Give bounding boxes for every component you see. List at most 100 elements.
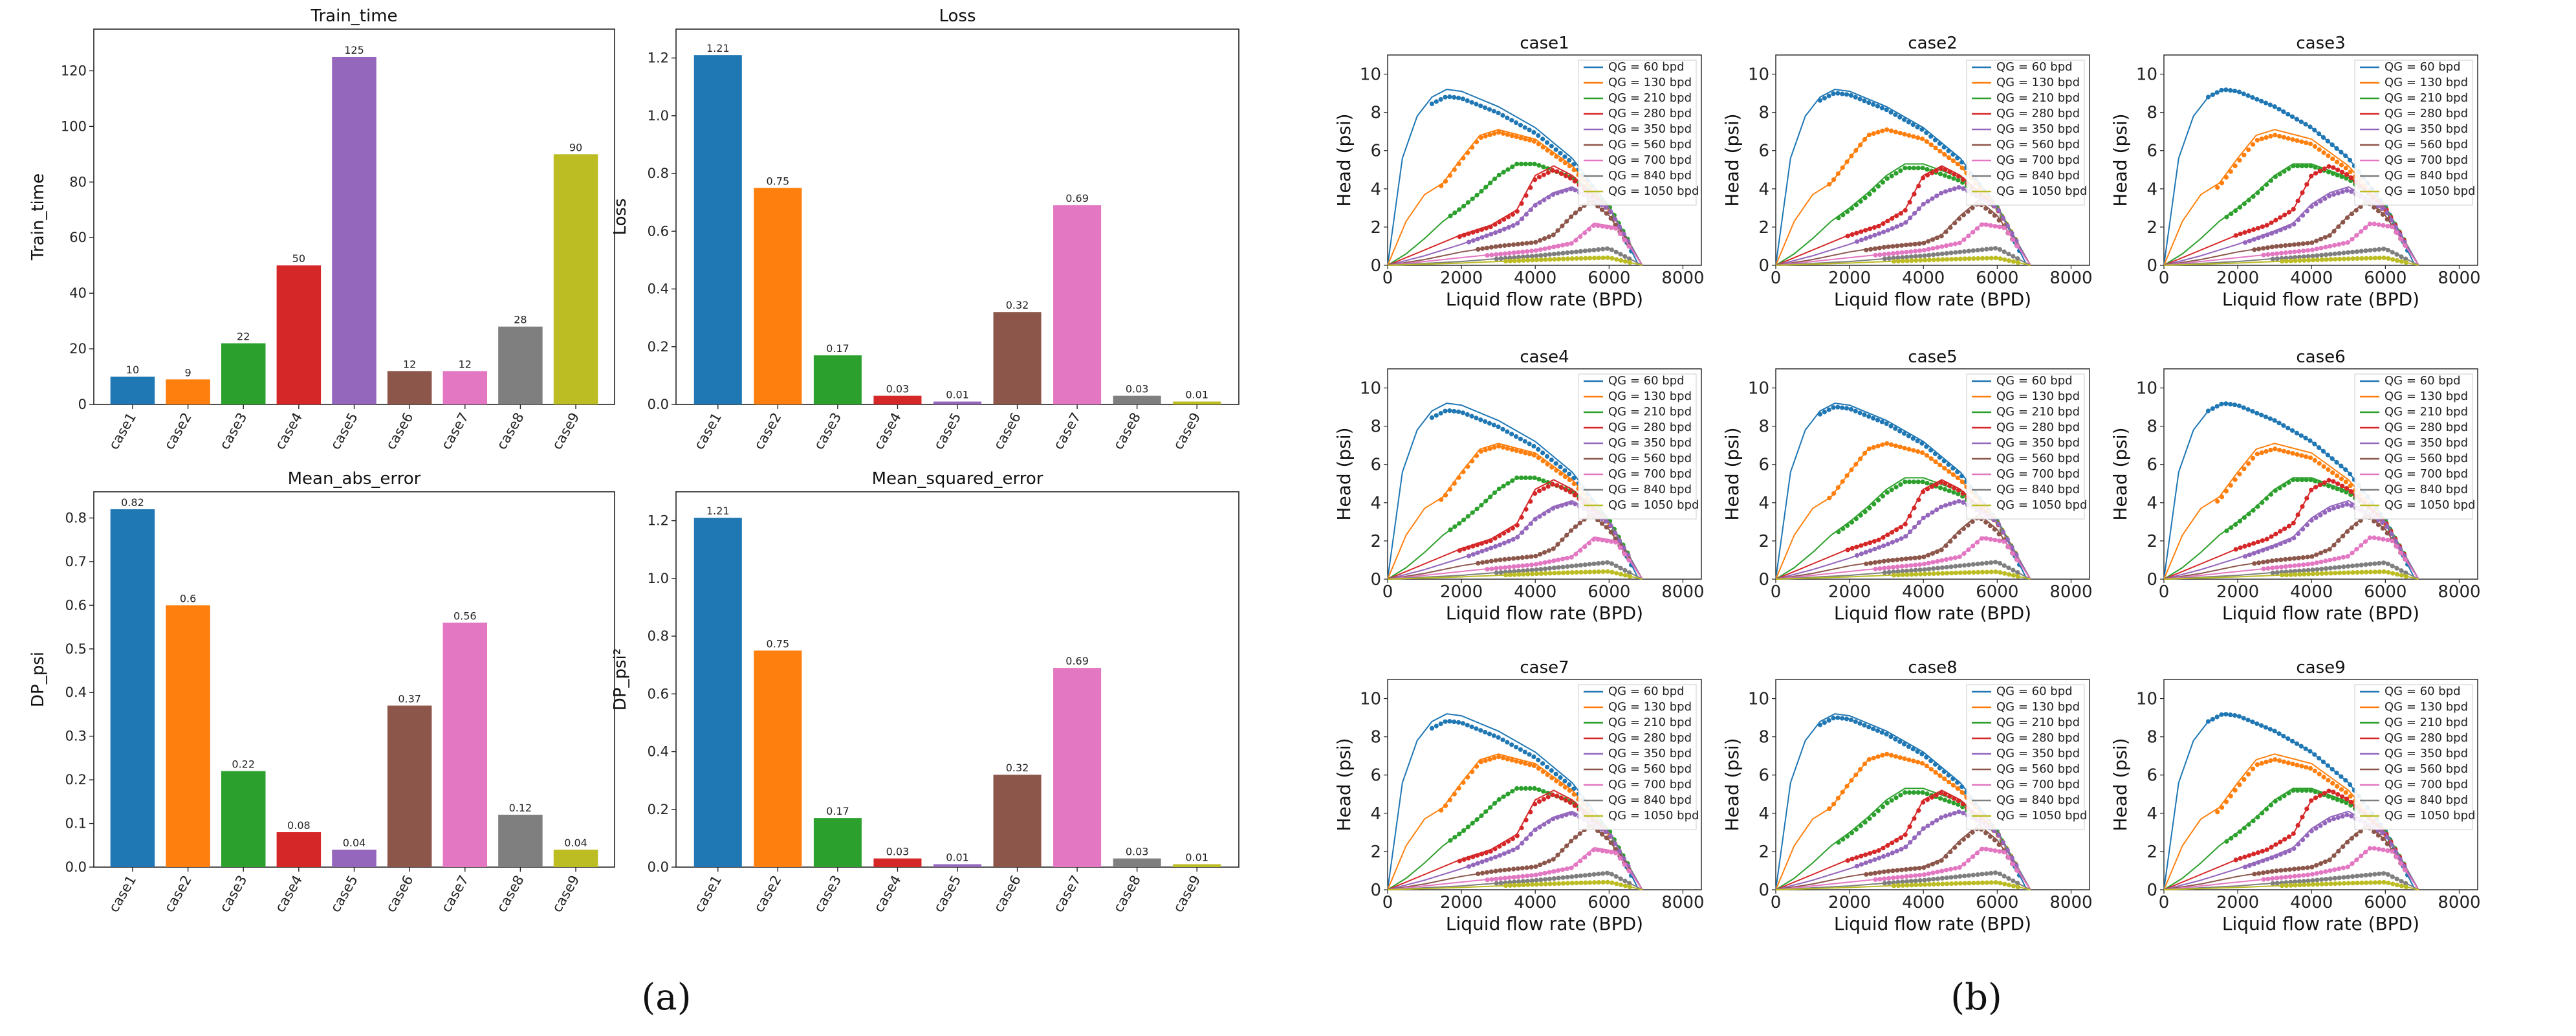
series-marker-1 <box>1906 744 1912 749</box>
series-marker-6 <box>2372 204 2377 210</box>
series-marker-6 <box>1529 240 1534 245</box>
series-marker-9 <box>1976 569 1981 575</box>
series-marker-7 <box>1917 872 1923 878</box>
series-marker-3 <box>1505 791 1511 797</box>
series-marker-3 <box>1541 789 1546 794</box>
series-marker-7 <box>2381 223 2386 228</box>
series-marker-3 <box>1872 188 1877 193</box>
series-marker-7 <box>1525 562 1530 568</box>
series-marker-1 <box>2223 401 2229 406</box>
series-marker-4 <box>2291 520 2296 525</box>
series-marker-2 <box>2246 147 2251 153</box>
series-marker-2 <box>1456 161 1461 166</box>
series-marker-4 <box>2326 788 2331 793</box>
series-marker-5 <box>2327 507 2332 512</box>
series-marker-9 <box>2346 881 2351 886</box>
series-marker-7 <box>2314 247 2319 252</box>
series-marker-7 <box>2309 872 2315 877</box>
series-marker-4 <box>2322 166 2327 171</box>
series-marker-4 <box>2260 538 2265 543</box>
series-marker-3 <box>1876 184 1881 189</box>
series-marker-3 <box>2268 492 2274 497</box>
x-tick-label: case6 <box>990 410 1024 452</box>
series-marker-2 <box>2215 185 2220 190</box>
series-marker-7 <box>2359 229 2364 234</box>
x-tick-label: 6000 <box>1588 582 1630 602</box>
series-marker-4 <box>2348 800 2353 805</box>
series-marker-5 <box>1961 810 1966 816</box>
series-marker-9 <box>2007 258 2012 263</box>
series-marker-2 <box>1902 756 1907 762</box>
series-marker-8 <box>1980 247 1985 252</box>
series-marker-6 <box>2372 518 2377 524</box>
legend-entry: QG = 1050 bpd <box>2385 184 2475 198</box>
legend-entry: QG = 840 bpd <box>2385 169 2468 182</box>
series-marker-7 <box>1948 866 1954 872</box>
bar-case7 <box>442 623 488 867</box>
series-marker-9 <box>2381 255 2386 261</box>
series-marker-6 <box>2322 235 2328 240</box>
series-marker-1 <box>2298 119 2304 124</box>
series-marker-2 <box>1893 754 1899 759</box>
series-marker-9 <box>2341 881 2347 886</box>
series-marker-3 <box>2242 515 2247 520</box>
y-tick-label: 2 <box>1370 532 1381 551</box>
legend-entry: QG = 700 bpd <box>1608 153 1692 167</box>
legend-entry: QG = 1050 bpd <box>1996 498 2087 512</box>
series-marker-1 <box>1527 127 1532 133</box>
series-marker-3 <box>1894 485 1899 490</box>
x-tick-label: 4000 <box>1902 269 1945 288</box>
series-marker-7 <box>1908 249 1914 254</box>
bar-value-label: 0.12 <box>509 802 532 814</box>
series-marker-8 <box>1997 247 2002 252</box>
series-marker-6 <box>1881 245 1886 250</box>
series-marker-9 <box>1895 883 1901 888</box>
series-marker-5 <box>1908 840 1913 845</box>
series-marker-9 <box>1993 256 1998 261</box>
series-marker-2 <box>1509 758 1514 763</box>
series-marker-7 <box>1586 540 1592 546</box>
series-marker-7 <box>2270 876 2275 881</box>
series-marker-5 <box>2005 848 2010 853</box>
series-marker-8 <box>1516 568 1522 574</box>
series-marker-9 <box>2011 573 2016 578</box>
series-marker-2 <box>2228 169 2233 174</box>
series-marker-3 <box>1523 786 1528 791</box>
y-tick-label: 20 <box>69 341 87 357</box>
series-marker-4 <box>2295 512 2300 518</box>
series-marker-4 <box>2286 524 2292 529</box>
series-marker-6 <box>2341 533 2346 539</box>
series-marker-6 <box>1524 555 1529 560</box>
series-marker-1 <box>1509 118 1514 123</box>
series-marker-8 <box>1989 246 1994 252</box>
series-marker-3 <box>1867 505 1872 511</box>
series-marker-3 <box>1911 479 1916 485</box>
series-marker-4 <box>1890 530 1895 535</box>
series-marker-7 <box>2354 547 2359 552</box>
series-marker-8 <box>1935 876 1941 881</box>
bar-value-label: 0.03 <box>886 846 910 858</box>
series-marker-5 <box>2273 229 2279 234</box>
series-marker-7 <box>1895 564 1900 569</box>
series-marker-9 <box>1900 258 1905 263</box>
series-marker-5 <box>1939 190 1944 196</box>
series-marker-7 <box>1542 560 1547 565</box>
series-marker-4 <box>2348 175 2353 181</box>
series-marker-5 <box>1996 522 2002 527</box>
series-marker-2 <box>1465 464 1470 469</box>
series-marker-9 <box>1927 882 1932 887</box>
series-marker-4 <box>1850 856 1855 862</box>
series-marker-8 <box>1927 566 1932 571</box>
series-marker-7 <box>1573 862 1578 867</box>
series-marker-1 <box>1840 405 1845 410</box>
series-marker-1 <box>1901 431 1907 436</box>
x-tick-label: case6 <box>990 873 1024 915</box>
series-marker-6 <box>2322 859 2328 865</box>
legend-box <box>2354 684 2473 830</box>
series-marker-1 <box>1513 120 1519 126</box>
legend-box <box>1966 684 2085 830</box>
legend-entry: QG = 210 bpd <box>1996 91 2080 105</box>
series-marker-7 <box>2275 876 2280 881</box>
series-marker-5 <box>1912 835 1917 841</box>
series-marker-6 <box>1498 868 1503 873</box>
